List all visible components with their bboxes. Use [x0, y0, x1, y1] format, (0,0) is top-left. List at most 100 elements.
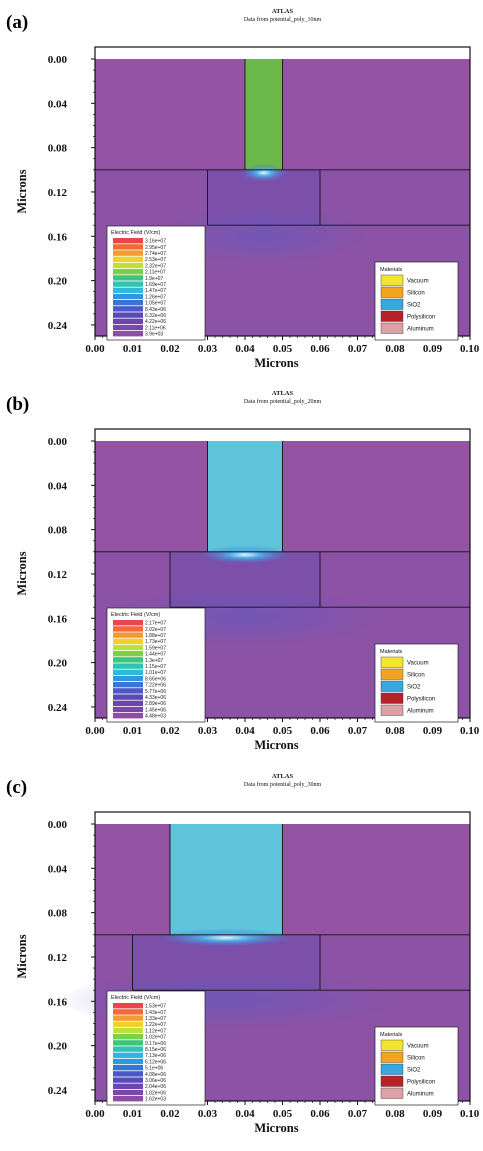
- x-tick-label: 0.02: [160, 1108, 180, 1120]
- legend-swatch: [113, 287, 143, 293]
- material-swatch: [380, 1087, 404, 1099]
- x-tick-label: 0.04: [235, 343, 255, 355]
- legend-value: 1.01e+07: [145, 670, 166, 676]
- legend-value: 1.9e+07: [145, 276, 163, 282]
- gate-region: [170, 824, 283, 935]
- x-tick-label: 0.07: [348, 1108, 368, 1120]
- y-tick-label: 0.12: [48, 569, 68, 581]
- field-legend-title: Electric Field (V/cm): [111, 230, 160, 236]
- field-legend: Electric Field (V/cm) 3.16e+072.95e+072.7…: [106, 225, 206, 341]
- legend-swatch: [113, 1040, 143, 1046]
- material-swatch: [380, 286, 404, 298]
- materials-legend: Materials Vacuum Silicon SiO2 Polysilicon Alu…: [374, 1026, 459, 1106]
- x-tick-label: 0.03: [198, 1108, 218, 1120]
- x-tick-label: 0.01: [123, 343, 142, 355]
- legend-swatch: [113, 675, 143, 682]
- legend-value: 1.15e+07: [145, 664, 166, 670]
- legend-swatch: [113, 269, 143, 275]
- y-tick-label: 0.20: [48, 276, 68, 288]
- legend-value: 1.22e+07: [145, 1022, 166, 1028]
- x-tick-label: 0.01: [123, 1108, 142, 1120]
- legend-value: 6.12e+06: [145, 1059, 166, 1065]
- legend-swatch: [113, 694, 143, 700]
- materials-legend: Materials Vacuum Silicon SiO2 Polysilicon Alu…: [374, 643, 459, 723]
- y-tick-label: 0.12: [48, 187, 68, 199]
- legend-value: 2.89e+06: [145, 701, 166, 707]
- materials-legend: Materials Vacuum Silicon SiO2 Polysilicon Alu…: [374, 261, 459, 341]
- legend-swatch: [113, 306, 143, 312]
- y-tick-label: 0.16: [48, 231, 68, 243]
- x-tick-label: 0.00: [85, 343, 105, 355]
- chart-subtitle: Data from potential_poly_20nm: [244, 398, 322, 405]
- material-label: SiO2: [407, 1068, 421, 1074]
- y-tick-label: 0.04: [48, 98, 68, 110]
- x-tick-label: 0.02: [160, 725, 180, 737]
- legend-value: 1.44e+07: [145, 652, 166, 658]
- legend-value: 3.16e+07: [145, 239, 166, 245]
- legend-swatch: [113, 1089, 143, 1096]
- x-tick-label: 0.10: [460, 1108, 480, 1120]
- legend-swatch: [113, 300, 143, 306]
- x-axis-title: Microns: [254, 738, 298, 752]
- field-legend-title: Electric Field (V/cm): [111, 995, 160, 1001]
- x-tick-label: 0.05: [273, 343, 293, 355]
- legend-value: 2.95e+07: [145, 245, 166, 251]
- material-label: Vacuum: [407, 661, 429, 667]
- material-swatch: [380, 298, 404, 310]
- y-tick-label: 0.16: [48, 613, 68, 625]
- panel-label: (a): [6, 12, 28, 33]
- legend-value: 1.73e+07: [145, 639, 166, 645]
- x-tick-label: 0.06: [310, 725, 330, 737]
- legend-value: 3.9e+03: [145, 332, 163, 338]
- legend-value: 9.17e+06: [145, 1041, 166, 1047]
- legend-value: 2.32e+07: [145, 263, 166, 269]
- legend-swatch: [113, 644, 143, 651]
- legend-swatch: [113, 244, 143, 250]
- x-tick-label: 0.02: [160, 343, 180, 355]
- material-swatch: [380, 1075, 404, 1087]
- field-hotspot: [240, 163, 287, 182]
- legend-swatch: [113, 638, 143, 644]
- x-tick-label: 0.09: [423, 343, 443, 355]
- material-swatch: [380, 680, 404, 692]
- materials-legend-title: Materials: [380, 649, 403, 655]
- y-tick-label: 0.24: [48, 320, 68, 332]
- legend-swatch: [113, 669, 143, 675]
- y-tick-label: 0.16: [48, 996, 68, 1008]
- x-axis-title: Microns: [254, 356, 298, 370]
- material-swatch: [380, 692, 404, 704]
- x-tick-label: 0.08: [385, 343, 405, 355]
- legend-value: 1.45e+06: [145, 707, 166, 713]
- legend-swatch: [113, 626, 143, 632]
- legend-swatch: [113, 688, 143, 694]
- field-legend-title: Electric Field (V/cm): [111, 612, 160, 618]
- y-tick-label: 0.00: [48, 54, 68, 66]
- material-swatch: [380, 704, 404, 716]
- legend-swatch: [113, 1015, 143, 1021]
- panel-label: (b): [6, 394, 29, 415]
- legend-swatch: [113, 1096, 143, 1102]
- legend-value: 1.88e+07: [145, 633, 166, 639]
- legend-swatch: [113, 682, 143, 688]
- gate-region: [207, 441, 283, 552]
- legend-swatch: [113, 1009, 143, 1015]
- x-tick-label: 0.03: [198, 343, 218, 355]
- legend-swatch: [113, 324, 143, 331]
- y-axis-title: Microns: [15, 551, 29, 595]
- legend-swatch: [113, 706, 143, 713]
- x-tick-label: 0.08: [385, 1108, 405, 1120]
- x-tick-label: 0.06: [310, 343, 330, 355]
- x-tick-label: 0.04: [235, 1108, 255, 1120]
- x-tick-label: 0.10: [460, 725, 480, 737]
- legend-swatch: [113, 293, 143, 300]
- legend-swatch: [113, 1065, 143, 1071]
- x-tick-label: 0.00: [85, 725, 105, 737]
- legend-swatch: [113, 281, 143, 287]
- material-label: Silicon: [407, 1056, 425, 1062]
- legend-swatch: [113, 1027, 143, 1034]
- y-tick-label: 0.24: [48, 702, 68, 714]
- material-label: Aluminum: [407, 1092, 434, 1098]
- legend-value: 3.06e+06: [145, 1078, 166, 1084]
- x-tick-label: 0.06: [310, 1108, 330, 1120]
